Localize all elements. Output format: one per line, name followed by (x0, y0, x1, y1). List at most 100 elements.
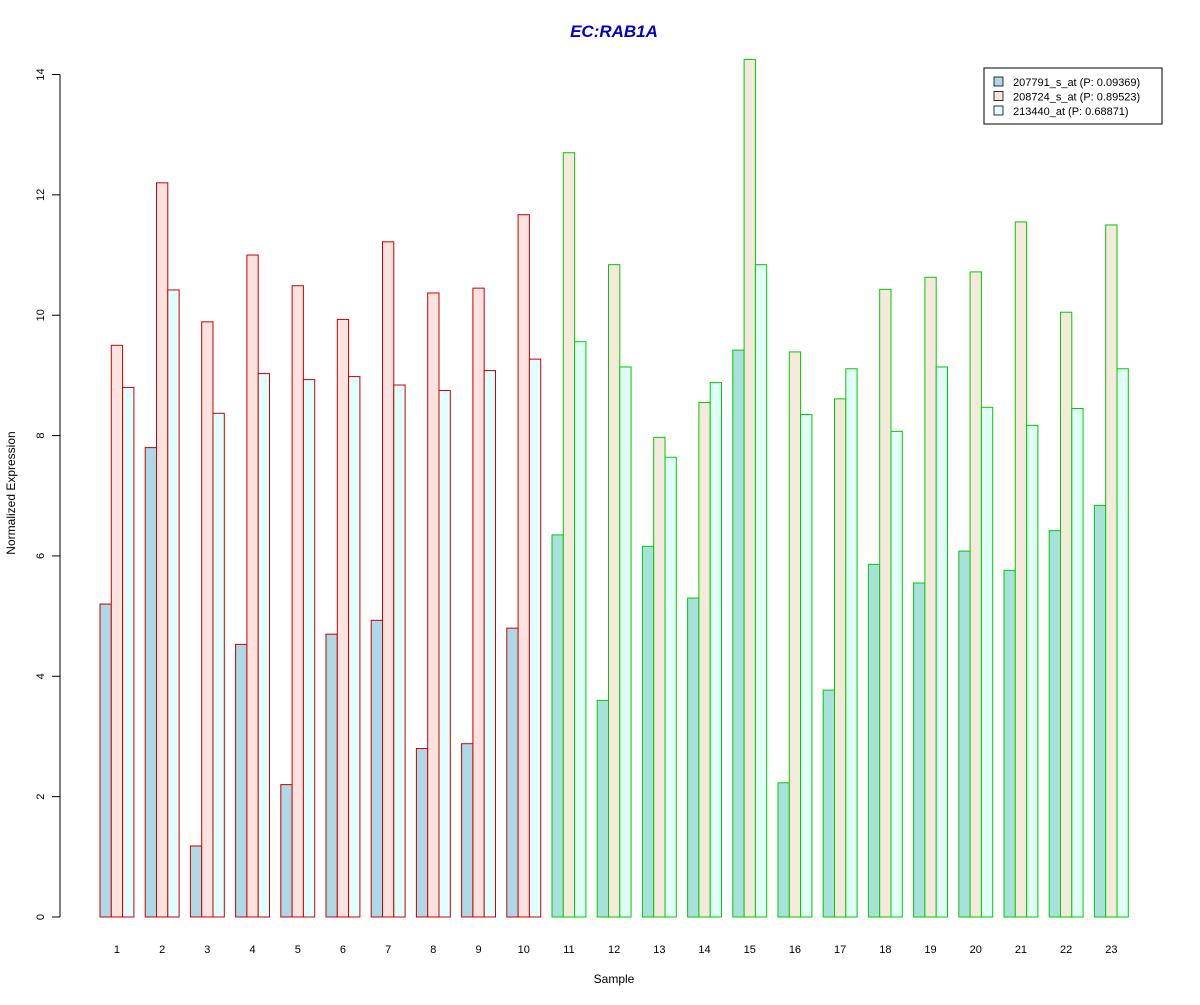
bar-sample-19-series-2 (924, 276, 937, 918)
bar-sample-7-series-3 (393, 384, 406, 918)
bar-sample-23-series-3 (1116, 368, 1129, 918)
legend-swatch-1 (993, 76, 1004, 87)
x-tick-label: 18 (879, 944, 891, 956)
bar-sample-4-series-1 (235, 643, 248, 918)
x-tick-label: 20 (970, 944, 982, 956)
bar-sample-23-series-1 (1093, 504, 1107, 918)
x-tick-label: 4 (249, 944, 255, 956)
bar-sample-15-series-1 (732, 349, 745, 918)
x-axis-label: Sample (594, 972, 635, 986)
bar-sample-13-series-3 (664, 456, 677, 918)
bar-sample-12-series-3 (619, 366, 632, 918)
y-tick-label: 12 (35, 189, 47, 201)
bar-sample-9-series-3 (483, 370, 497, 918)
bar-sample-15-series-3 (754, 264, 768, 918)
bar-sample-23-series-2 (1105, 224, 1118, 918)
x-tick-label: 23 (1105, 944, 1117, 956)
legend: 207791_s_at (P: 0.09369) 208724_s_at (P: … (983, 67, 1163, 125)
bar-sample-10-series-3 (528, 358, 542, 918)
bar-sample-7-series-2 (382, 241, 395, 918)
bar-sample-6-series-3 (348, 376, 361, 918)
bar-sample-1-series-3 (122, 386, 135, 918)
legend-label-3: 213440_at (P: 0.68871) (1013, 106, 1129, 118)
bar-sample-18-series-2 (879, 288, 892, 918)
bar-sample-12-series-2 (608, 264, 621, 918)
x-tick-label: 22 (1060, 944, 1072, 956)
x-tick-label: 13 (653, 944, 665, 956)
bar-sample-18-series-3 (890, 430, 903, 918)
bar-sample-3-series-2 (201, 321, 214, 918)
bar-sample-8-series-3 (438, 389, 451, 918)
chart-title: EC:RAB1A (570, 22, 658, 41)
bar-sample-2-series-3 (167, 289, 180, 918)
bar-sample-9-series-1 (461, 743, 474, 918)
bar-sample-4-series-2 (246, 254, 259, 918)
bar-sample-22-series-2 (1060, 311, 1073, 918)
y-tick-label: 8 (35, 433, 47, 439)
bar-sample-16-series-3 (800, 414, 813, 918)
x-tick-label: 14 (698, 944, 710, 956)
bar-sample-11-series-1 (551, 534, 564, 918)
bar-sample-4-series-3 (257, 373, 271, 918)
bar-sample-11-series-2 (562, 152, 576, 918)
x-tick-label: 5 (295, 944, 301, 956)
bar-sample-16-series-2 (788, 351, 802, 918)
bar-sample-17-series-2 (834, 398, 847, 918)
x-tick-label: 19 (924, 944, 936, 956)
x-tick-label: 6 (340, 944, 346, 956)
bar-sample-20-series-2 (969, 271, 982, 918)
bar-sample-22-series-3 (1071, 407, 1084, 918)
y-tick-label: 6 (35, 553, 47, 559)
bar-sample-5-series-2 (291, 285, 304, 918)
bar-sample-15-series-2 (743, 58, 756, 918)
bar-sample-6-series-2 (336, 318, 350, 918)
bars-layer (99, 58, 1129, 918)
bar-sample-14-series-2 (698, 401, 711, 918)
bar-sample-2-series-1 (144, 447, 157, 918)
bar-sample-14-series-1 (687, 597, 700, 918)
x-tick-label: 1 (114, 944, 120, 956)
bar-sample-10-series-2 (517, 214, 530, 918)
bar-sample-18-series-1 (867, 563, 881, 918)
y-tick-label: 4 (35, 673, 47, 679)
x-tick-label: 2 (159, 944, 165, 956)
bar-sample-3-series-1 (189, 845, 203, 918)
legend-label-2: 208724_s_at (P: 0.89523) (1013, 92, 1140, 104)
x-tick-label: 8 (430, 944, 436, 956)
legend-box (983, 67, 1163, 125)
x-tick-label: 12 (608, 944, 620, 956)
y-tick-label: 10 (35, 309, 47, 321)
y-tick-label: 2 (35, 794, 47, 800)
bar-sample-20-series-3 (980, 406, 994, 918)
x-tick-label: 3 (204, 944, 210, 956)
bar-sample-5-series-1 (280, 784, 293, 918)
bar-sample-21-series-3 (1026, 424, 1039, 918)
bar-sample-8-series-2 (427, 292, 440, 918)
bar-sample-11-series-3 (574, 341, 587, 918)
bar-sample-3-series-3 (212, 412, 225, 918)
bar-sample-10-series-1 (506, 627, 519, 918)
bar-sample-13-series-1 (641, 545, 655, 918)
y-axis: 0 2 4 6 8 10 12 14 (35, 68, 61, 920)
bar-sample-1-series-1 (99, 603, 112, 918)
x-tick-label: 15 (744, 944, 756, 956)
bar-sample-1-series-2 (110, 344, 124, 918)
bar-sample-12-series-1 (596, 699, 610, 918)
y-axis-label: Normalized Expression (4, 431, 18, 554)
bar-sample-21-series-1 (1003, 569, 1016, 918)
bar-sample-21-series-2 (1014, 221, 1028, 918)
bar-sample-16-series-1 (777, 782, 790, 918)
bar-sample-22-series-1 (1048, 530, 1061, 918)
bar-sample-5-series-3 (302, 379, 316, 918)
bar-sample-2-series-2 (156, 182, 169, 918)
x-tick-label: 7 (385, 944, 391, 956)
bar-sample-7-series-1 (370, 619, 384, 918)
bar-sample-14-series-3 (709, 382, 723, 918)
bar-sample-13-series-2 (653, 436, 666, 918)
bar-sample-19-series-1 (913, 582, 926, 918)
x-tick-label: 9 (475, 944, 481, 956)
bar-sample-19-series-3 (935, 366, 949, 918)
legend-label-1: 207791_s_at (P: 0.09369) (1013, 77, 1140, 89)
